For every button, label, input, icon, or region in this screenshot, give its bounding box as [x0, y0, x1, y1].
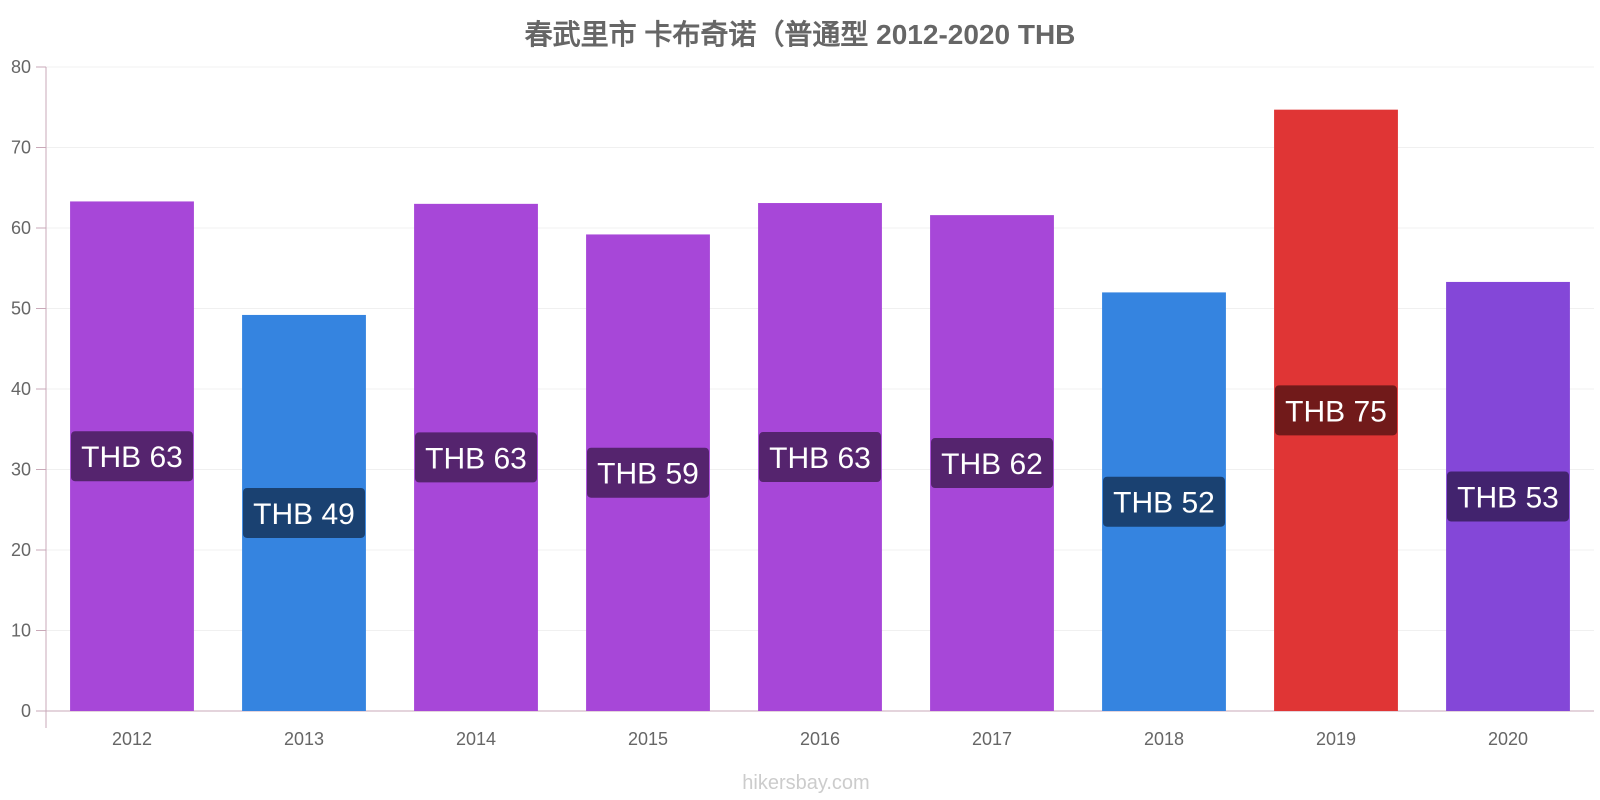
data-label: THB 62 [941, 448, 1043, 481]
x-tick-labels: 2012 2013 2014 2015 2016 2017 2018 2019 2020 [112, 729, 1528, 749]
data-label-box [71, 431, 193, 482]
y-tick-label: 10 [11, 621, 31, 641]
data-label: THB 53 [1457, 481, 1559, 514]
data-label-box [1447, 471, 1569, 522]
x-tick-label: 2012 [112, 729, 152, 749]
x-tick-label: 2020 [1488, 729, 1528, 749]
y-tick-label: 40 [11, 379, 31, 399]
data-label-box [243, 487, 365, 538]
data-label-box [759, 432, 881, 483]
x-tick-label: 2016 [800, 729, 840, 749]
x-tick-label: 2019 [1316, 729, 1356, 749]
chart-title: 春武里市 卡布奇诺（普通型 2012-2020 THB [525, 18, 1076, 50]
x-tick-label: 2018 [1144, 729, 1184, 749]
data-label: THB 63 [425, 442, 527, 475]
x-tick-label: 2015 [628, 729, 668, 749]
y-tick-label: 60 [11, 218, 31, 238]
y-tick-label: 0 [21, 701, 31, 721]
data-label-box [931, 438, 1053, 489]
x-tick-label: 2017 [972, 729, 1012, 749]
y-tick-label: 70 [11, 138, 31, 158]
data-label: THB 75 [1285, 395, 1387, 428]
data-label-box [587, 447, 709, 498]
data-label: THB 63 [81, 441, 183, 474]
y-tick-label: 50 [11, 299, 31, 319]
y-tick-labels: 0 10 20 30 40 50 60 70 80 [11, 57, 31, 721]
data-labels: THB 63 THB 49 THB 63 THB 59 THB 63 THB 62 THB … [71, 385, 1569, 538]
y-tick-label: 20 [11, 540, 31, 560]
data-label: THB 59 [597, 458, 699, 491]
data-label: THB 49 [253, 498, 355, 531]
x-tick-label: 2014 [456, 729, 496, 749]
x-tick-label: 2013 [284, 729, 324, 749]
data-label: THB 63 [769, 442, 871, 475]
y-tick-label: 30 [11, 460, 31, 480]
data-label: THB 52 [1113, 487, 1215, 520]
data-label-box [1275, 385, 1397, 436]
y-tick-label: 80 [11, 57, 31, 77]
data-label-box [1103, 476, 1225, 527]
source-watermark: hikersbay.com [742, 772, 869, 794]
data-label-box [415, 432, 537, 483]
